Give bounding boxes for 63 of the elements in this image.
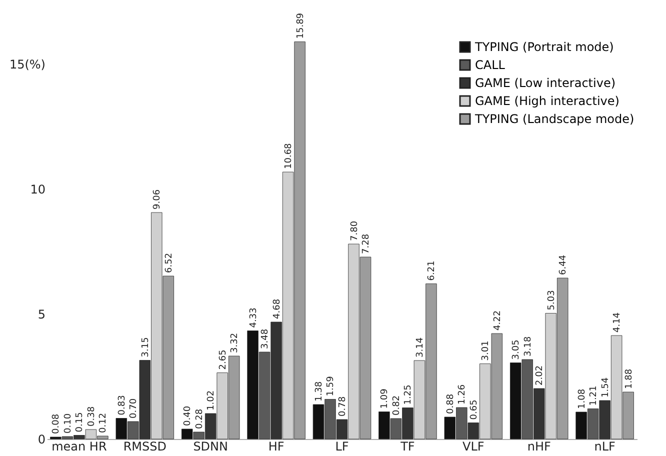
data-label: 0.78	[338, 396, 348, 416]
legend-label: TYPING (Portrait mode)	[474, 40, 614, 54]
x-tick-label: TF	[400, 440, 415, 454]
data-label: 0.10	[63, 413, 74, 434]
data-label: 4.33	[248, 308, 259, 328]
data-label: 1.02	[206, 390, 217, 410]
data-label: 2.02	[535, 365, 546, 386]
data-label: 0.08	[52, 414, 62, 434]
data-label: 0.83	[117, 395, 128, 416]
data-label: 3.15	[140, 337, 151, 358]
x-tick-label: nLF	[594, 440, 616, 454]
data-label: 0.82	[392, 395, 402, 416]
data-label: 1.59	[326, 376, 336, 396]
data-label: 6.44	[558, 254, 569, 275]
data-label: 6.52	[164, 252, 174, 273]
x-tick-label: mean HR	[52, 440, 107, 454]
data-label: 3.18	[523, 336, 534, 356]
data-label: 7.28	[362, 234, 372, 254]
data-label: 1.25	[404, 384, 414, 405]
data-label: 4.14	[612, 312, 623, 332]
data-label: 4.22	[492, 310, 503, 330]
x-tick-label: LF	[335, 440, 349, 454]
data-label: 15.89	[296, 12, 306, 39]
data-label: 1.54	[600, 377, 611, 398]
data-label: 6.21	[427, 260, 438, 281]
data-label: 4.68	[272, 298, 282, 319]
data-label: 3.14	[415, 337, 426, 358]
data-label: 0.70	[129, 398, 140, 418]
y-tick-label: 0	[38, 432, 46, 446]
x-tick-label: RMSSD	[123, 440, 166, 454]
legend-label: GAME (Low interactive)	[475, 76, 616, 90]
data-label: 0.40	[183, 406, 194, 426]
legend-label: CALL	[475, 58, 506, 72]
data-label: 0.15	[75, 412, 86, 432]
x-tick-label: VLF	[462, 440, 484, 454]
x-tick-label: SDNN	[193, 440, 228, 454]
data-label: 1.26	[458, 384, 468, 404]
data-label: 3.01	[481, 340, 492, 361]
legend-label: GAME (High interactive)	[475, 94, 620, 108]
y-tick-label: 10	[30, 182, 46, 196]
data-label: 1.21	[589, 386, 600, 406]
data-label: 9.06	[152, 189, 163, 210]
y-tick-label: 15(%)	[9, 58, 46, 72]
data-label: 2.65	[218, 350, 228, 370]
data-label: 1.38	[314, 381, 324, 402]
x-tick-label: nHF	[527, 440, 551, 454]
data-label: 3.05	[512, 340, 522, 360]
data-label: 0.88	[446, 394, 456, 414]
data-label: 1.88	[624, 368, 634, 389]
data-label: 0.12	[98, 412, 109, 433]
data-label: 7.80	[350, 220, 360, 241]
data-label: 5.03	[546, 290, 557, 310]
data-label: 1.09	[380, 388, 390, 409]
data-label: 3.32	[230, 332, 240, 353]
data-label: 0.38	[86, 406, 97, 426]
data-label: 0.28	[194, 408, 205, 429]
data-label: 10.68	[284, 142, 294, 169]
data-label: 0.65	[469, 400, 480, 420]
y-tick-label: 5	[38, 308, 46, 322]
x-tick-label: HF	[268, 440, 284, 454]
data-label: 1.08	[577, 388, 588, 409]
legend-label: TYPING (Landscape mode)	[474, 112, 634, 126]
data-label: 3.48	[260, 328, 271, 349]
